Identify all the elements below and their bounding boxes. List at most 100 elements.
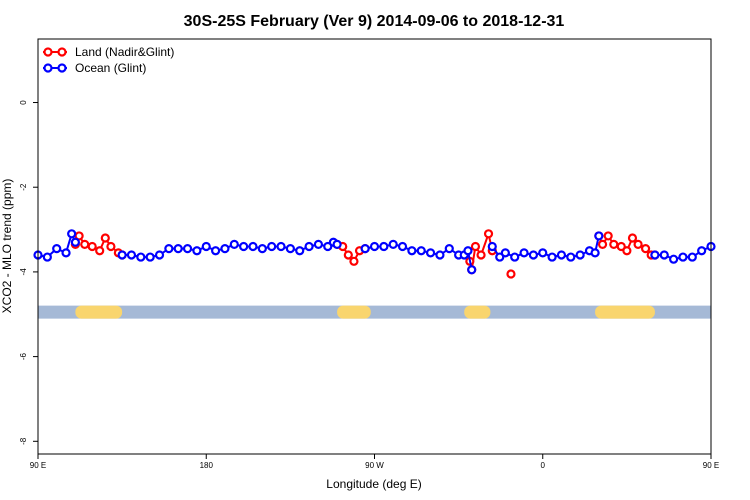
data-point — [117, 250, 127, 260]
data-point — [467, 265, 477, 275]
data-point — [594, 231, 604, 241]
data-point — [210, 246, 221, 256]
data-point — [640, 244, 651, 254]
legend-marker — [57, 47, 67, 57]
legend-marker — [57, 63, 67, 73]
data-point — [106, 241, 116, 252]
data-point — [575, 250, 585, 260]
data-point — [313, 239, 324, 249]
data-point — [70, 237, 80, 247]
data-point — [126, 250, 137, 260]
data-point — [61, 248, 71, 258]
data-point — [285, 244, 295, 254]
data-point — [136, 252, 146, 262]
data-point — [369, 241, 380, 252]
data-point — [463, 246, 473, 256]
data-point — [633, 239, 643, 249]
data-point — [697, 246, 707, 256]
land-ocean-band — [38, 305, 711, 319]
land-band-segment — [464, 305, 491, 319]
data-point — [182, 244, 193, 254]
data-point — [416, 246, 426, 256]
series-ocean — [33, 229, 716, 275]
data-point — [360, 244, 370, 254]
x-tick-label: 90 E — [703, 461, 719, 470]
data-point — [67, 229, 77, 239]
data-point — [295, 246, 305, 256]
data-point — [590, 248, 600, 258]
chart-title: 30S-25S February (Ver 9) 2014-09-06 to 2… — [184, 13, 565, 30]
data-point — [397, 241, 408, 252]
data-point — [192, 246, 202, 256]
data-point — [154, 250, 165, 260]
data-point — [519, 248, 529, 258]
x-tick-label: 90 E — [30, 461, 46, 470]
series-layer — [33, 229, 716, 279]
y-tick-label: -4 — [19, 268, 28, 276]
legend-label: Land (Nadir&Glint) — [75, 45, 174, 59]
data-point — [87, 241, 97, 252]
x-tick-label: 0 — [541, 461, 546, 470]
data-point — [483, 229, 494, 239]
data-point — [388, 239, 398, 249]
legend: Land (Nadir&Glint) Ocean (Glint) — [43, 45, 174, 75]
y-tick-label: 0 — [19, 100, 28, 105]
data-point — [349, 256, 359, 266]
data-point — [276, 241, 286, 252]
data-point — [444, 244, 454, 254]
y-tick-label: -8 — [19, 437, 28, 445]
data-point — [528, 250, 539, 260]
legend-label: Ocean (Glint) — [75, 61, 146, 75]
data-point — [220, 244, 230, 254]
y-tick-label: -2 — [19, 183, 28, 191]
data-point — [566, 252, 576, 262]
data-point — [425, 248, 436, 258]
data-point — [547, 252, 557, 262]
data-point — [669, 254, 679, 264]
data-point — [678, 252, 688, 262]
data-point — [173, 244, 183, 254]
data-point — [304, 241, 314, 252]
data-point — [343, 250, 353, 260]
x-tick-label: 90 W — [365, 461, 384, 470]
data-point — [500, 248, 510, 258]
data-point — [597, 239, 608, 249]
data-point — [659, 250, 669, 260]
y-axis: 0 -2 -4 -6 -8 — [19, 100, 38, 445]
data-point — [510, 252, 520, 262]
legend-marker — [43, 63, 53, 73]
data-point — [650, 250, 660, 260]
data-point — [239, 241, 249, 252]
data-point — [145, 252, 155, 262]
x-axis-label: Longitude (deg E) — [326, 477, 421, 491]
data-point — [164, 244, 174, 254]
data-point — [52, 244, 62, 254]
data-point — [42, 252, 52, 262]
data-point — [687, 252, 697, 262]
data-point — [538, 248, 548, 258]
data-point — [627, 233, 638, 243]
x-tick-label: 180 — [200, 461, 214, 470]
data-point — [248, 241, 258, 252]
data-point — [267, 241, 277, 252]
data-point — [470, 241, 481, 252]
land-band-segment — [337, 305, 371, 319]
data-point — [603, 231, 613, 241]
land-band-segment — [595, 305, 655, 319]
data-point — [95, 246, 105, 256]
data-point — [476, 250, 486, 260]
data-point — [80, 239, 90, 249]
data-point — [201, 241, 211, 252]
data-point — [506, 269, 516, 279]
data-point — [257, 244, 267, 254]
data-point — [379, 241, 389, 252]
legend-marker — [43, 47, 53, 57]
series-line — [122, 241, 338, 259]
y-axis-label: XCO2 - MLO trend (ppm) — [0, 179, 14, 314]
data-point — [100, 233, 110, 243]
y-tick-label: -6 — [19, 353, 28, 361]
data-point — [556, 250, 567, 260]
data-point — [487, 241, 497, 252]
land-band-segment — [75, 305, 123, 319]
